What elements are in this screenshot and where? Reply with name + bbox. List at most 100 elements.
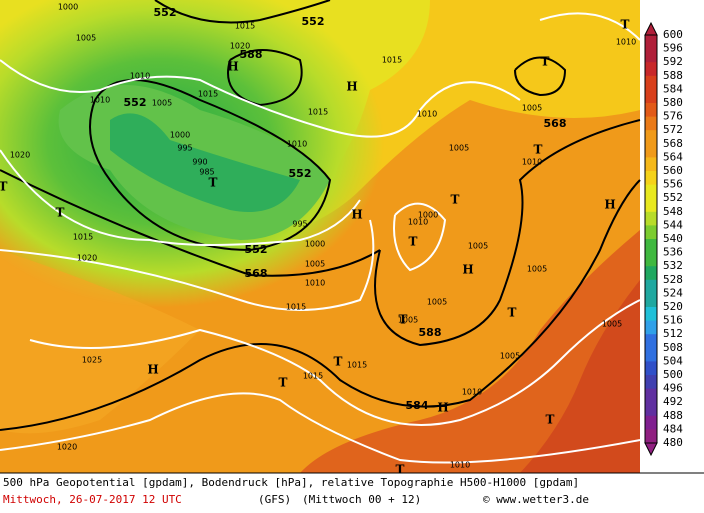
pressure-label: 1010 — [522, 158, 542, 167]
footer-run: (Mittwoch 00 + 12) — [302, 493, 421, 506]
pressure-label: 1005 — [398, 316, 418, 325]
colorbar-label: 592 — [663, 55, 683, 68]
colorbar-label: 488 — [663, 409, 683, 422]
colorbar-swatch — [645, 307, 657, 322]
pressure-label: 1005 — [602, 320, 622, 329]
colorbar-label: 492 — [663, 395, 683, 408]
footer-model: (GFS) — [258, 493, 291, 506]
colorbar-swatch — [645, 279, 657, 294]
pressure-label: 1015 — [382, 56, 402, 65]
footer-date: Mittwoch, 26-07-2017 12 UTC — [3, 493, 182, 506]
colorbar-swatch — [645, 239, 657, 254]
map-area — [0, 0, 641, 473]
colorbar-label: 596 — [663, 42, 683, 55]
pressure-label: 985 — [199, 168, 214, 177]
colorbar-swatch — [645, 252, 657, 267]
colorbar-label: 580 — [663, 96, 683, 109]
colorbar-swatch — [645, 62, 657, 77]
colorbar-label: 516 — [663, 314, 683, 327]
colorbar-swatch — [645, 130, 657, 145]
pressure-label: 1015 — [347, 361, 367, 370]
colorbar-label: 532 — [663, 259, 683, 272]
colorbar: 6005965925885845805765725685645605565525… — [644, 21, 683, 457]
pressure-label: 1020 — [10, 151, 30, 160]
colorbar-swatch — [645, 293, 657, 308]
colorbar-swatch — [645, 388, 657, 403]
pressure-label: 1010 — [417, 110, 437, 119]
pressure-label: 1005 — [427, 298, 447, 307]
pressure-center: H — [604, 198, 615, 212]
colorbar-swatch — [645, 211, 657, 226]
colorbar-label: 524 — [663, 286, 683, 299]
colorbar-label: 536 — [663, 246, 683, 259]
pressure-label: 1015 — [73, 233, 93, 242]
pressure-label: 1005 — [152, 99, 172, 108]
pressure-label: 1010 — [408, 218, 428, 227]
colorbar-swatch — [645, 266, 657, 281]
pressure-center: H — [227, 60, 238, 74]
colorbar-swatch — [645, 89, 657, 104]
colorbar-label: 480 — [663, 436, 683, 449]
pressure-label: 1005 — [527, 265, 547, 274]
pressure-center: T — [621, 18, 630, 32]
pressure-center: T — [534, 143, 543, 157]
pressure-label: 1010 — [450, 461, 470, 470]
colorbar-swatch — [645, 35, 657, 50]
colorbar-swatch — [645, 429, 657, 444]
contour-label: 552 — [302, 15, 325, 28]
contour-label: 588 — [419, 326, 442, 339]
colorbar-swatch — [645, 75, 657, 90]
pressure-center: T — [409, 235, 418, 249]
colorbar-swatch — [645, 198, 657, 213]
pressure-label: 1015 — [308, 108, 328, 117]
pressure-center: T — [451, 193, 460, 207]
colorbar-swatch — [645, 415, 657, 430]
pressure-label: 1015 — [303, 372, 323, 381]
colorbar-label: 568 — [663, 137, 683, 150]
pressure-label: 1020 — [230, 42, 250, 51]
pressure-label: 1020 — [77, 254, 97, 263]
colorbar-swatch — [645, 116, 657, 131]
colorbar-label: 584 — [663, 82, 683, 95]
colorbar-swatch — [645, 361, 657, 376]
pressure-label: 1000 — [170, 131, 190, 140]
colorbar-label: 484 — [663, 422, 683, 435]
colorbar-label: 588 — [663, 69, 683, 82]
colorbar-label: 520 — [663, 300, 683, 313]
colorbar-cap — [644, 21, 658, 36]
contour-label: 568 — [544, 117, 567, 130]
colorbar-cap — [644, 442, 658, 457]
colorbar-swatch — [645, 103, 657, 118]
pressure-center: T — [0, 180, 8, 194]
pressure-label: 1005 — [449, 144, 469, 153]
pressure-label: 1005 — [500, 352, 520, 361]
pressure-center: T — [396, 463, 405, 477]
pressure-center: T — [541, 55, 550, 69]
colorbar-label: 540 — [663, 232, 683, 245]
pressure-label: 1000 — [305, 240, 325, 249]
colorbar-label: 560 — [663, 164, 683, 177]
colorbar-swatch — [645, 320, 657, 335]
map-labels: 552 552 552 552 552 568 568 588 588 584 1000 1005 10… — [0, 3, 636, 477]
colorbar-label: 556 — [663, 178, 683, 191]
colorbar-swatch — [645, 143, 657, 158]
pressure-label: 990 — [192, 158, 207, 167]
colorbar-label: 564 — [663, 150, 683, 163]
colorbar-swatch — [645, 225, 657, 240]
pressure-label: 1005 — [305, 260, 325, 269]
pressure-label: 1005 — [522, 104, 542, 113]
contour-label: 588 — [240, 48, 263, 61]
colorbar-swatch — [645, 402, 657, 417]
colorbar-swatch — [645, 375, 657, 390]
colorbar-label: 548 — [663, 205, 683, 218]
pressure-label: 995 — [292, 220, 307, 229]
pressure-label: 1015 — [198, 90, 218, 99]
pressure-center: T — [546, 413, 555, 427]
colorbar-label: 528 — [663, 273, 683, 286]
colorbar-label: 552 — [663, 191, 683, 204]
footer-credit: © www.wetter3.de — [483, 493, 589, 506]
pressure-center: H — [437, 401, 448, 415]
contour-label: 552 — [289, 167, 312, 180]
footer-description: 500 hPa Geopotential [gpdam], Bodendruck… — [3, 476, 579, 489]
